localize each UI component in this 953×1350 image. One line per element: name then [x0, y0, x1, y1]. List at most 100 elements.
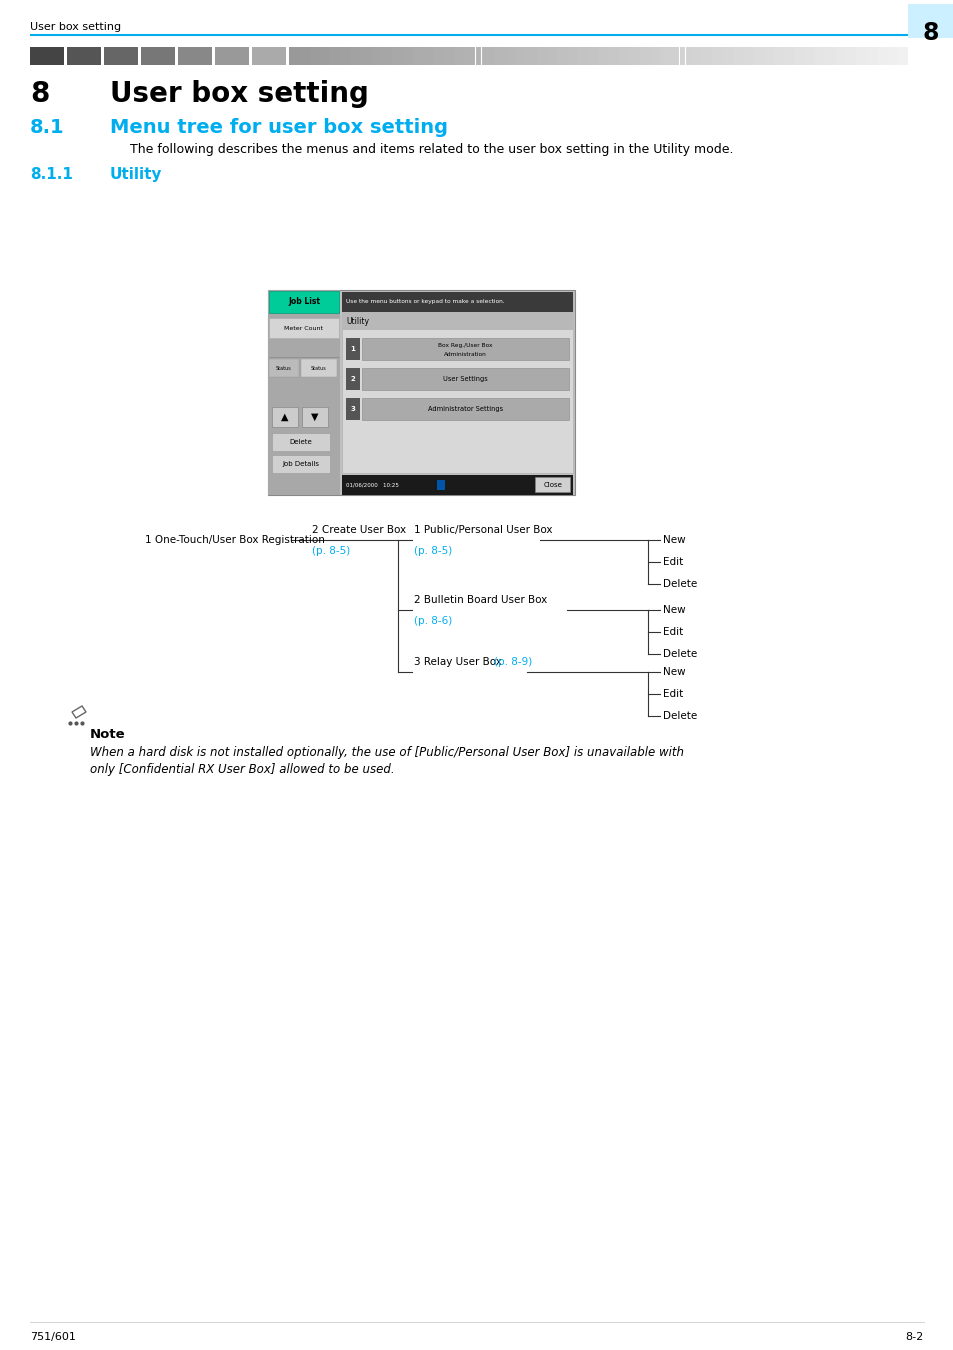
- Text: (p. 8-6): (p. 8-6): [414, 616, 452, 626]
- Bar: [608, 47, 619, 65]
- Text: 3 Relay User Box: 3 Relay User Box: [414, 657, 504, 667]
- Bar: [475, 47, 485, 65]
- Bar: [804, 47, 815, 65]
- Bar: [856, 47, 866, 65]
- Bar: [536, 47, 547, 65]
- Bar: [670, 47, 680, 65]
- Bar: [845, 47, 856, 65]
- Text: 3: 3: [350, 406, 355, 412]
- Bar: [269, 319, 338, 338]
- Bar: [824, 47, 836, 65]
- Bar: [794, 47, 804, 65]
- Bar: [361, 398, 568, 420]
- Bar: [361, 47, 372, 65]
- Bar: [732, 47, 742, 65]
- Text: Meter Count: Meter Count: [284, 325, 323, 331]
- Bar: [268, 290, 339, 495]
- Bar: [351, 47, 361, 65]
- Text: ▲: ▲: [281, 412, 289, 423]
- Bar: [346, 338, 359, 360]
- Bar: [341, 292, 573, 472]
- Bar: [381, 47, 393, 65]
- Text: Status: Status: [275, 366, 292, 370]
- Bar: [104, 47, 138, 65]
- Text: Edit: Edit: [662, 626, 682, 637]
- Text: 1: 1: [350, 346, 355, 352]
- Bar: [178, 47, 212, 65]
- Bar: [680, 47, 691, 65]
- Bar: [269, 359, 298, 377]
- Text: Utility: Utility: [346, 316, 369, 325]
- Text: The following describes the menus and items related to the user box setting in t: The following describes the menus and it…: [130, 143, 733, 157]
- Bar: [886, 47, 897, 65]
- Bar: [433, 47, 444, 65]
- Text: 01/06/2000   10:25: 01/06/2000 10:25: [346, 482, 398, 487]
- Text: Use the menu buttons or keypad to make a selection.: Use the menu buttons or keypad to make a…: [346, 300, 504, 305]
- Bar: [319, 47, 331, 65]
- Bar: [214, 47, 249, 65]
- Bar: [252, 47, 286, 65]
- Bar: [516, 47, 526, 65]
- Text: 2 Bulletin Board User Box: 2 Bulletin Board User Box: [414, 595, 547, 605]
- Bar: [700, 47, 712, 65]
- Bar: [141, 47, 174, 65]
- Bar: [67, 47, 101, 65]
- Text: Close: Close: [543, 482, 562, 487]
- Bar: [436, 481, 444, 490]
- Bar: [30, 47, 64, 65]
- Text: User Settings: User Settings: [442, 377, 487, 382]
- Text: Job List: Job List: [288, 297, 319, 306]
- Text: Administrator Settings: Administrator Settings: [428, 406, 502, 412]
- Text: Menu tree for user box setting: Menu tree for user box setting: [110, 117, 448, 136]
- Bar: [341, 475, 573, 495]
- Bar: [618, 47, 629, 65]
- Text: 1 Public/Personal User Box: 1 Public/Personal User Box: [414, 525, 552, 535]
- Text: (p. 8-5): (p. 8-5): [312, 545, 350, 556]
- Bar: [721, 47, 732, 65]
- Bar: [413, 47, 423, 65]
- Bar: [546, 47, 558, 65]
- Bar: [505, 47, 516, 65]
- Bar: [341, 312, 573, 329]
- Bar: [659, 47, 671, 65]
- Bar: [272, 433, 330, 451]
- Bar: [495, 47, 506, 65]
- Bar: [557, 47, 567, 65]
- Bar: [588, 47, 598, 65]
- Bar: [340, 47, 351, 65]
- Text: When a hard disk is not installed optionally, the use of [Public/Personal User B: When a hard disk is not installed option…: [90, 747, 683, 759]
- Text: 8: 8: [922, 22, 939, 45]
- Bar: [691, 47, 701, 65]
- Bar: [535, 477, 569, 491]
- Bar: [443, 47, 454, 65]
- Bar: [454, 47, 464, 65]
- Bar: [567, 47, 578, 65]
- Bar: [598, 47, 609, 65]
- Bar: [897, 47, 907, 65]
- Bar: [371, 47, 382, 65]
- Text: 751/601: 751/601: [30, 1332, 76, 1342]
- Bar: [330, 47, 341, 65]
- Bar: [484, 47, 496, 65]
- Text: ▼: ▼: [311, 412, 318, 423]
- Text: Delete: Delete: [662, 579, 697, 589]
- Text: Administration: Administration: [444, 351, 486, 356]
- Bar: [272, 455, 330, 472]
- Bar: [301, 359, 336, 377]
- Bar: [762, 47, 774, 65]
- Text: 8-2: 8-2: [904, 1332, 923, 1342]
- Text: 1 One-Touch/User Box Registration: 1 One-Touch/User Box Registration: [145, 535, 325, 545]
- Bar: [402, 47, 413, 65]
- Bar: [346, 398, 359, 420]
- Bar: [361, 369, 568, 390]
- Bar: [272, 406, 297, 427]
- Bar: [526, 47, 537, 65]
- Bar: [907, 4, 953, 38]
- Text: 2 Create User Box: 2 Create User Box: [312, 525, 406, 535]
- Bar: [835, 47, 845, 65]
- Text: Edit: Edit: [662, 558, 682, 567]
- Bar: [310, 47, 320, 65]
- Text: New: New: [662, 667, 685, 676]
- Text: Edit: Edit: [662, 688, 682, 699]
- Bar: [783, 47, 794, 65]
